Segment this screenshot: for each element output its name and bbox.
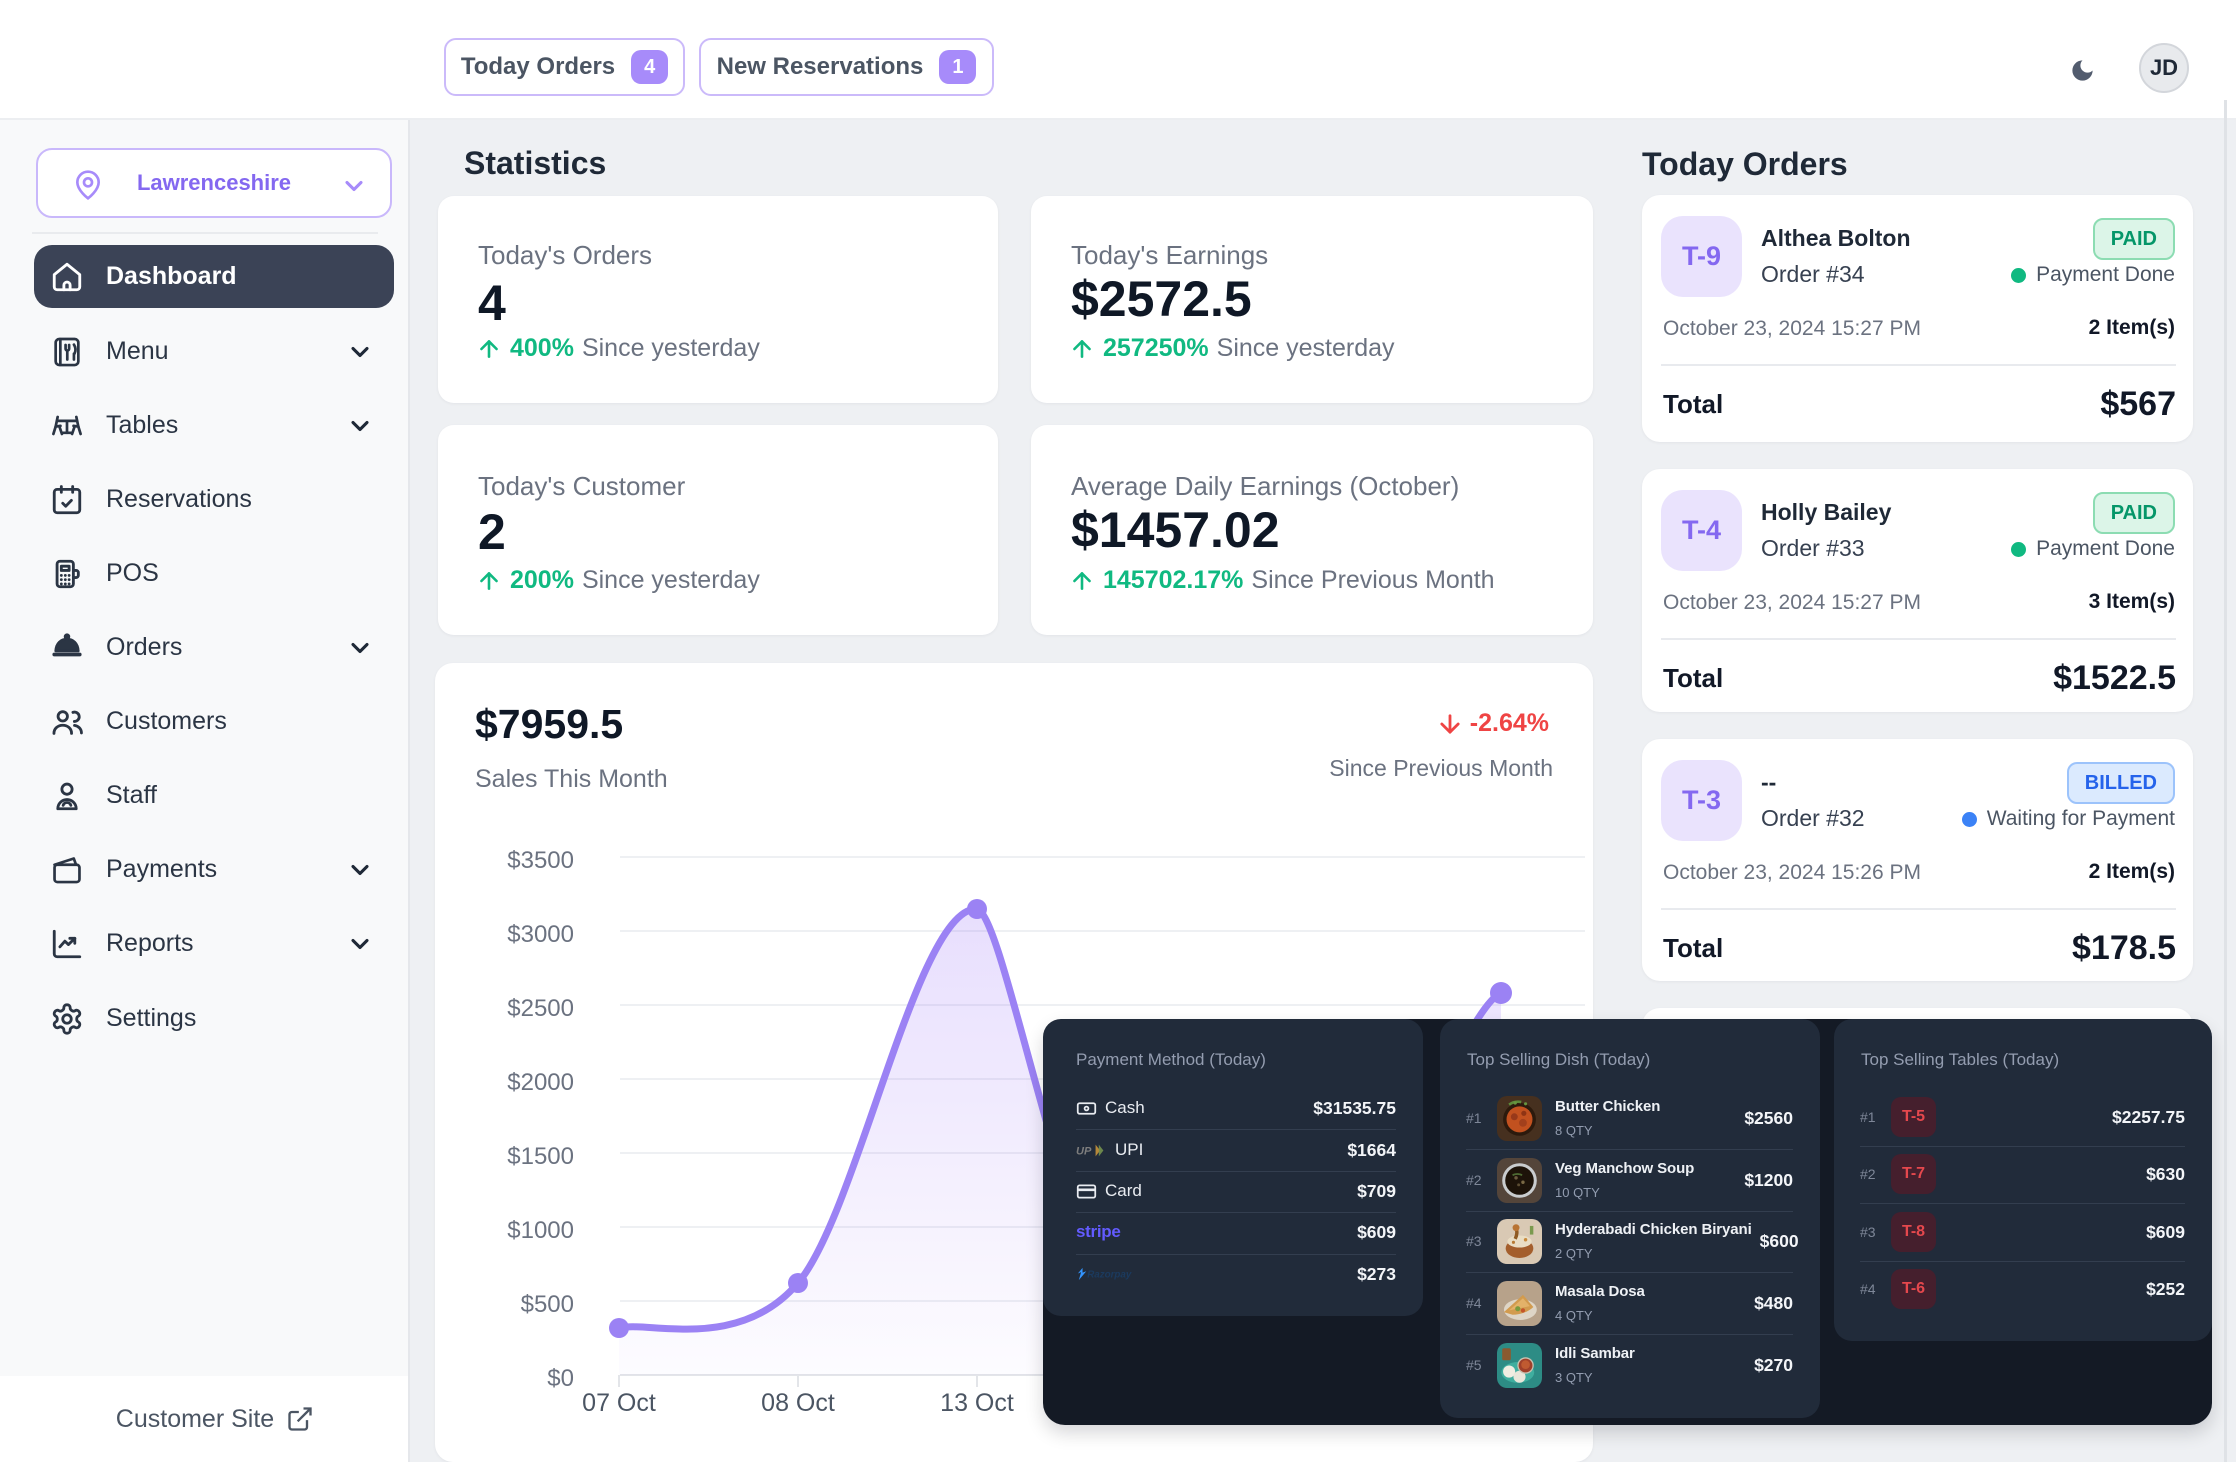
svg-text:UP: UP — [1076, 1145, 1092, 1157]
svg-text:$0: $0 — [547, 1365, 574, 1392]
svg-text:$1500: $1500 — [507, 1143, 574, 1170]
svg-text:Razorpay: Razorpay — [1087, 1270, 1132, 1281]
svg-text:$1000: $1000 — [507, 1217, 574, 1244]
svg-text:08 Oct: 08 Oct — [761, 1389, 835, 1417]
svg-text:$3000: $3000 — [507, 921, 574, 948]
svg-text:07 Oct: 07 Oct — [582, 1389, 656, 1417]
svg-text:$500: $500 — [521, 1291, 574, 1318]
svg-text:$3500: $3500 — [507, 847, 574, 874]
svg-text:$2000: $2000 — [507, 1069, 574, 1096]
svg-text:13 Oct: 13 Oct — [940, 1389, 1014, 1417]
svg-text:$2500: $2500 — [507, 995, 574, 1022]
